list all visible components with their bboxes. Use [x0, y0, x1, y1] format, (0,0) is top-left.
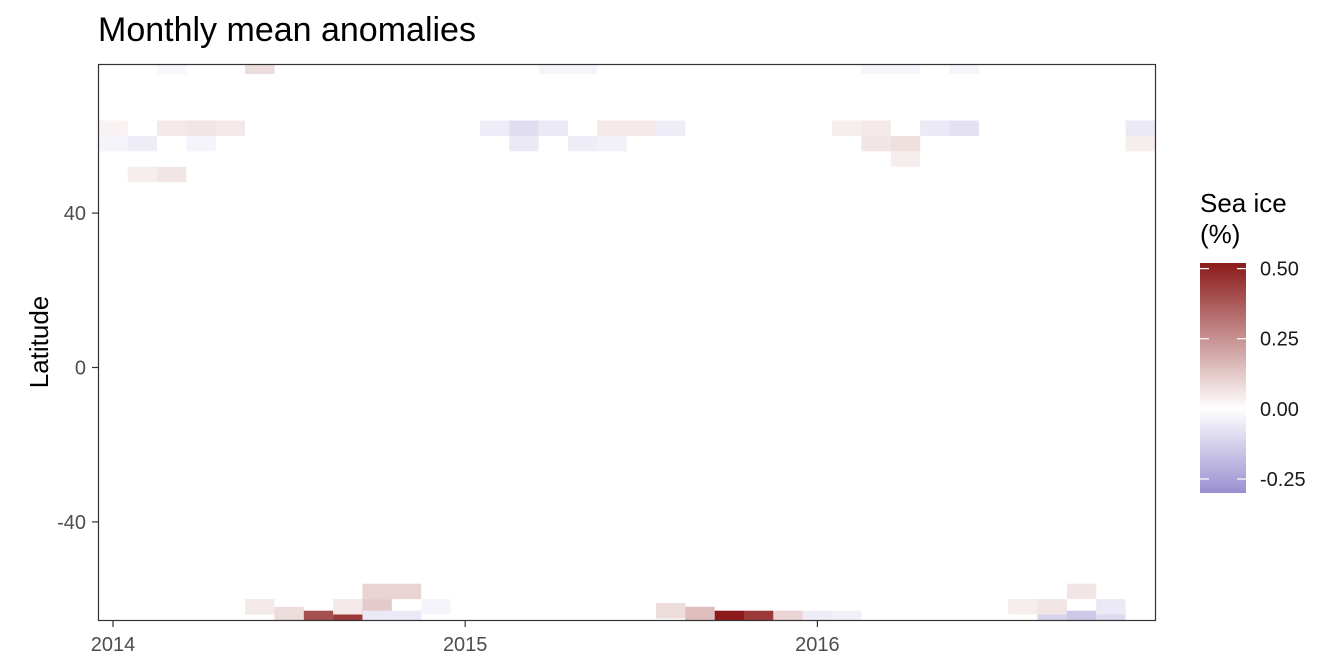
legend-tick-label: -0.25	[1260, 469, 1306, 491]
heatmap-cell	[1066, 610, 1097, 621]
heatmap-cell	[567, 135, 598, 152]
heatmap-cells	[98, 64, 1155, 621]
heatmap-cell	[656, 603, 686, 619]
heatmap-cell	[685, 606, 715, 621]
legend-colorbar	[1200, 263, 1246, 493]
heatmap-cell	[127, 166, 158, 183]
heatmap-cell	[1125, 120, 1155, 136]
y-axis: 40 0 -40	[57, 203, 99, 534]
heatmap-cell	[773, 610, 803, 621]
legend-tick-label: 0.50	[1260, 259, 1299, 281]
heatmap-cell	[597, 120, 627, 136]
heatmap-cell	[157, 166, 187, 183]
heatmap-cell	[333, 599, 363, 615]
heatmap-cell	[509, 120, 539, 136]
heatmap-cell	[1125, 135, 1155, 152]
heatmap-cell	[98, 120, 128, 136]
heatmap-cell	[832, 610, 862, 621]
heatmap-cell	[157, 64, 187, 75]
x-tick-label: 2015	[443, 634, 488, 656]
heatmap-cell	[186, 120, 216, 136]
heatmap-cell	[949, 64, 979, 75]
heatmap-cell	[479, 120, 510, 136]
x-axis: 2014 2015 2016	[91, 620, 840, 656]
heatmap-cell	[127, 135, 158, 152]
heatmap-cell	[538, 120, 568, 136]
heatmap-cell	[861, 135, 891, 152]
legend-tick-label: 0.00	[1260, 399, 1299, 421]
heatmap-cell	[626, 120, 656, 136]
heatmap-cell	[333, 610, 363, 621]
heatmap-cell	[215, 120, 246, 136]
legend-tick-label: 0.25	[1260, 329, 1299, 351]
heatmap-cell	[1008, 599, 1038, 615]
y-axis-title: Latitude	[24, 296, 54, 389]
heatmap-cell	[890, 135, 921, 152]
heatmap-cell	[1037, 599, 1067, 615]
x-tick-label: 2016	[795, 634, 840, 656]
legend: Sea ice (%) 0.50 0.25 0.00 -0.25	[1200, 188, 1306, 493]
heatmap-cell	[509, 135, 539, 152]
heatmap-cell	[391, 583, 422, 600]
heatmap-cell	[245, 599, 275, 615]
plot-panel-border	[97, 63, 1157, 622]
heatmap-cell	[98, 135, 128, 152]
heatmap-cell	[362, 583, 392, 600]
chart-title: Monthly mean anomalies	[98, 11, 476, 49]
heatmap-cell	[421, 599, 451, 615]
heatmap-cell	[1096, 599, 1126, 615]
heatmap-cell	[656, 120, 686, 136]
heatmap-cell	[949, 120, 979, 136]
heatmap-cell	[245, 64, 275, 75]
y-tick-label: -40	[57, 512, 86, 534]
heatmap-cell	[362, 610, 392, 621]
heatmap-cell	[920, 120, 950, 136]
heatmap-cell	[157, 120, 187, 136]
heatmap-cell	[597, 135, 627, 152]
legend-title: Sea ice (%)	[1200, 188, 1294, 249]
x-tick-label: 2014	[91, 634, 136, 656]
heatmap-cell	[303, 610, 334, 621]
heatmap-cell	[1066, 583, 1097, 600]
heatmap-cell	[391, 610, 422, 621]
heatmap-cell	[744, 610, 774, 621]
heatmap-cell	[362, 599, 392, 615]
heatmap-cell	[802, 610, 833, 621]
heatmap-cell	[890, 64, 921, 75]
heatmap-cell	[714, 610, 745, 621]
heatmap-cell	[538, 64, 568, 75]
heatmap-cell	[861, 120, 891, 136]
heatmap-cell	[567, 64, 598, 75]
y-tick-label: 0	[75, 358, 86, 380]
heatmap-cell	[274, 606, 304, 621]
heatmap-cell	[832, 120, 862, 136]
heatmap-cell	[186, 135, 216, 152]
heatmap-cell	[861, 64, 891, 75]
y-tick-label: 40	[64, 203, 86, 225]
heatmap-cell	[890, 151, 921, 167]
